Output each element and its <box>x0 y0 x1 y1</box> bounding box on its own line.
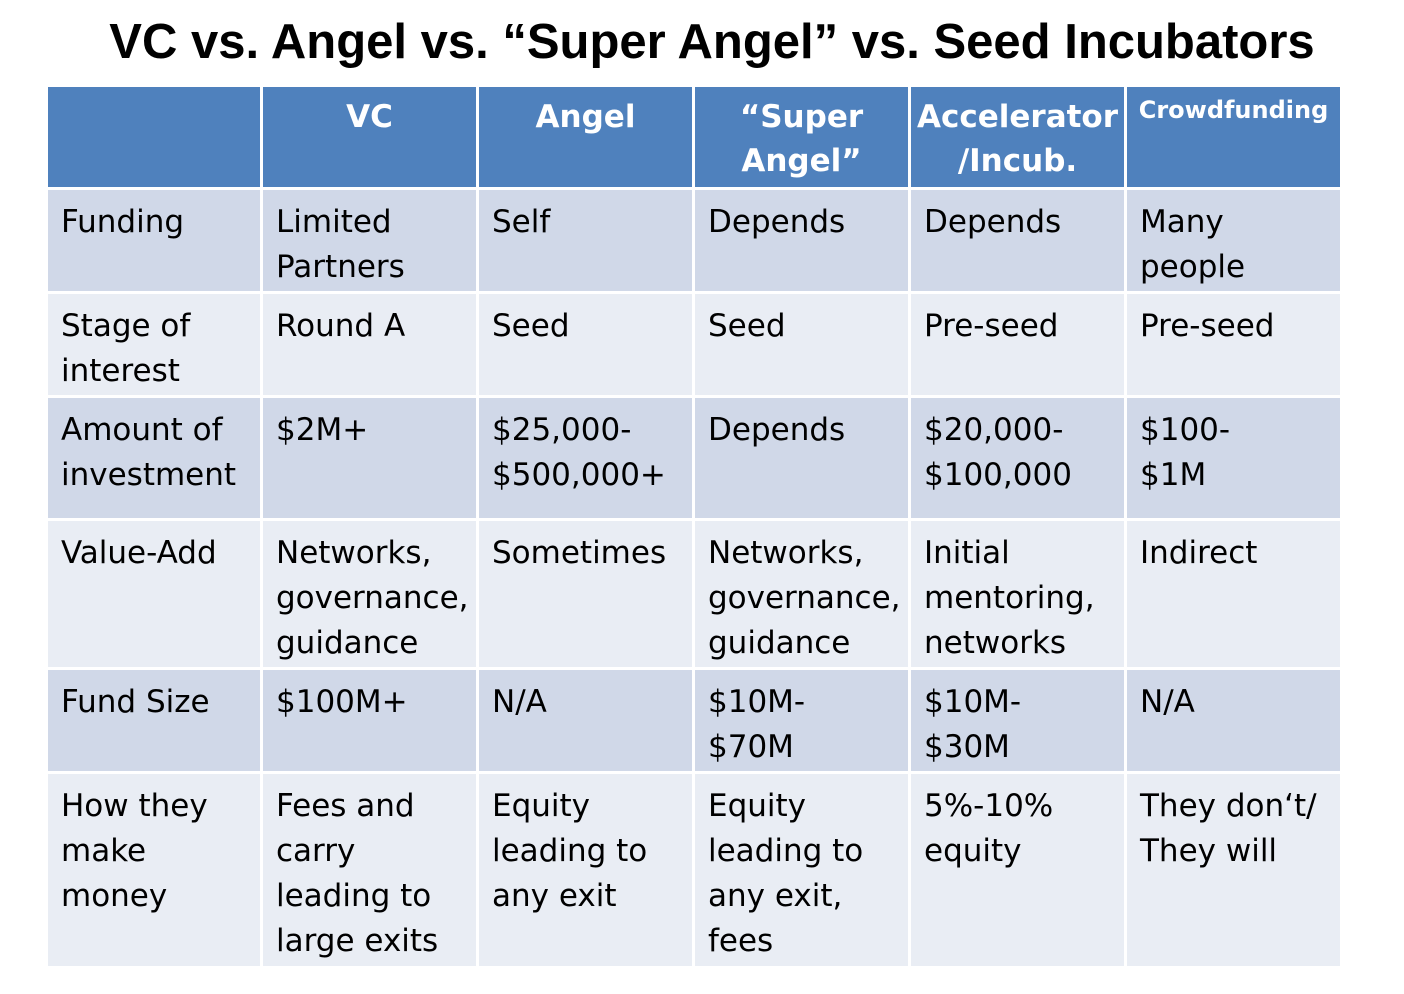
header-angel: Angel <box>476 84 695 190</box>
row-label: Stage of interest <box>45 291 263 398</box>
table-cell: Pre-seed <box>908 291 1127 398</box>
table-cell: Equity leading to any exit <box>476 771 695 969</box>
header-super-angel: “Super Angel” <box>692 84 911 190</box>
table-row-stage: Stage of interest Round A Seed Seed Pre-… <box>45 291 1343 398</box>
table-cell: N/A <box>476 667 695 774</box>
header-accelerator: Accelerator /Incub. <box>908 84 1127 190</box>
row-label: Amount of investment <box>45 395 263 521</box>
header-crowdfunding: Crowdfunding <box>1124 84 1343 190</box>
table-cell: $25,000- $500,000+ <box>476 395 695 521</box>
table-row-value-add: Value-Add Networks, governance, guidance… <box>45 518 1343 670</box>
table-cell: N/A <box>1124 667 1343 774</box>
table-cell: Equity leading to any exit, fees <box>692 771 911 969</box>
table-cell: Pre-seed <box>1124 291 1343 398</box>
table-cell: Round A <box>260 291 479 398</box>
table-cell: $10M- $30M <box>908 667 1127 774</box>
row-label: How they make money <box>45 771 263 969</box>
table-cell: $20,000- $100,000 <box>908 395 1127 521</box>
table-cell: Many people <box>1124 187 1343 294</box>
table-row-revenue-model: How they make money Fees and carry leadi… <box>45 771 1343 969</box>
table-row-amount: Amount of investment $2M+ $25,000- $500,… <box>45 395 1343 521</box>
table-cell: Networks, governance, guidance <box>692 518 911 670</box>
row-label: Fund Size <box>45 667 263 774</box>
table-cell: $100M+ <box>260 667 479 774</box>
table-cell: Depends <box>692 187 911 294</box>
table-cell: 5%-10% equity <box>908 771 1127 969</box>
table-cell: Initial mentoring, networks <box>908 518 1127 670</box>
table-cell: Networks, governance, guidance <box>260 518 479 670</box>
table-cell: Depends <box>908 187 1127 294</box>
slide-title: VC vs. Angel vs. “Super Angel” vs. Seed … <box>109 15 1315 69</box>
table-cell: Fees and carry leading to large exits <box>260 771 479 969</box>
table-cell: $10M- $70M <box>692 667 911 774</box>
header-row: VC Angel “Super Angel” Accelerator /Incu… <box>45 84 1343 190</box>
table-cell: Seed <box>476 291 695 398</box>
row-label: Funding <box>45 187 263 294</box>
table-cell: Self <box>476 187 695 294</box>
table-cell: $100- $1M <box>1124 395 1343 521</box>
table-cell: Sometimes <box>476 518 695 670</box>
table-cell: $2M+ <box>260 395 479 521</box>
row-label: Value-Add <box>45 518 263 670</box>
table-cell: Indirect <box>1124 518 1343 670</box>
table-row-fund-size: Fund Size $100M+ N/A $10M- $70M $10M- $3… <box>45 667 1343 774</box>
comparison-table: VC Angel “Super Angel” Accelerator /Incu… <box>45 84 1343 969</box>
header-vc: VC <box>260 84 479 190</box>
header-corner <box>45 84 263 190</box>
table-cell: Seed <box>692 291 911 398</box>
table-cell: Depends <box>692 395 911 521</box>
table-cell: Limited Partners <box>260 187 479 294</box>
table-row-funding: Funding Limited Partners Self Depends De… <box>45 187 1343 294</box>
table-cell: They don‘t/ They will <box>1124 771 1343 969</box>
